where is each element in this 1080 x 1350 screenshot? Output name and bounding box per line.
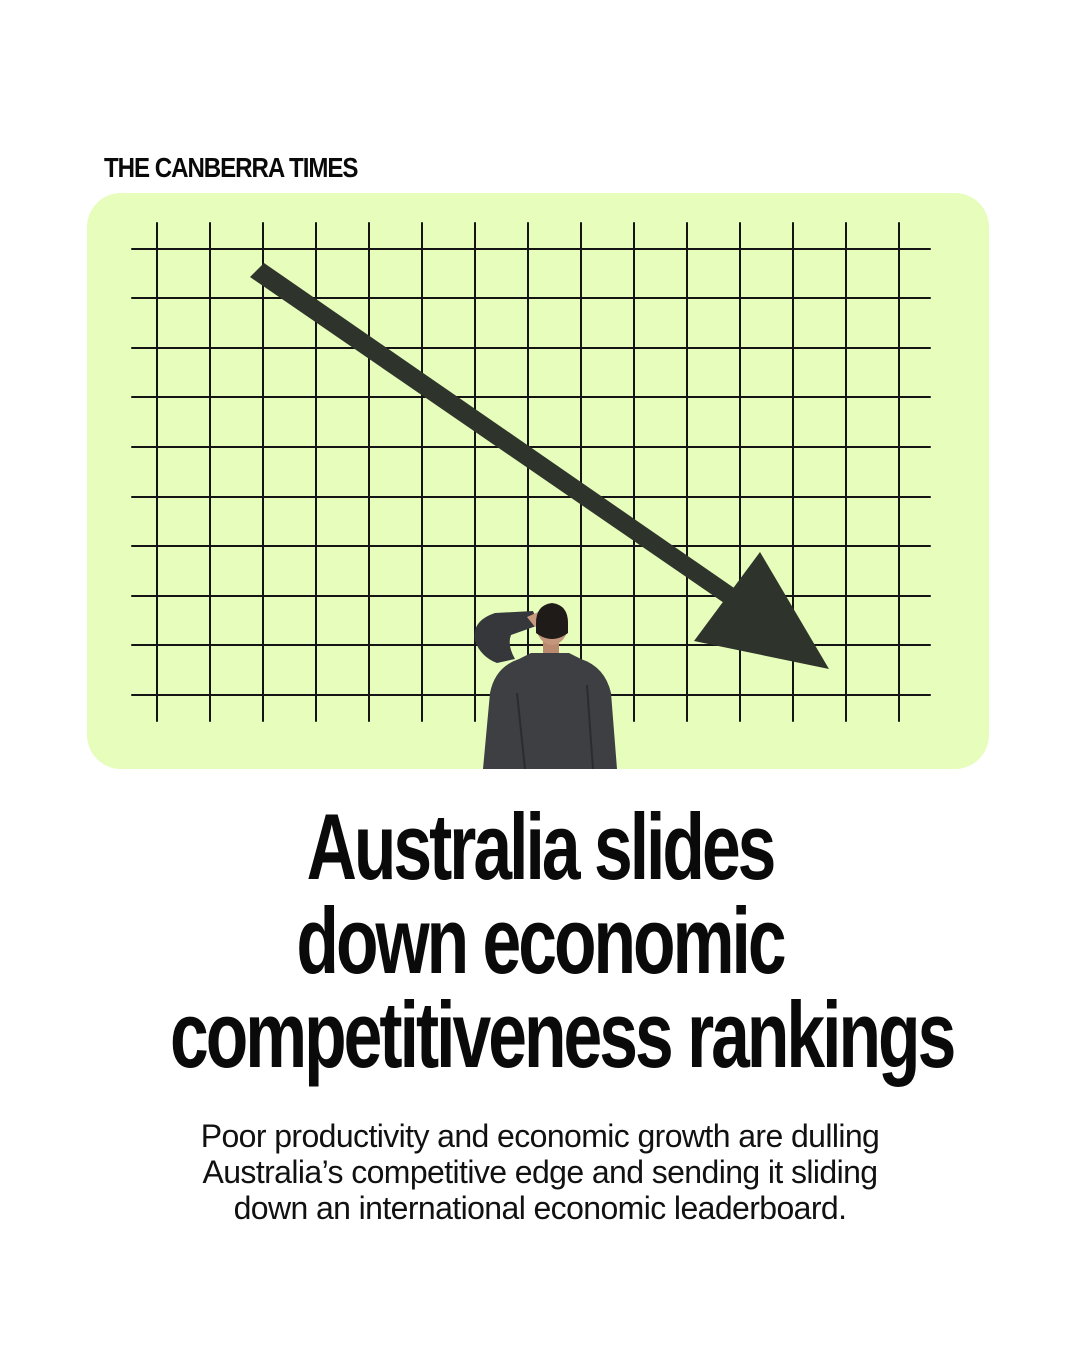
standfirst-line: down an international economic leaderboa… <box>233 1190 847 1226</box>
businessman-figure <box>474 603 617 769</box>
standfirst: Poor productivity and economic growth ar… <box>60 1118 1020 1226</box>
headline: Australia slides down economic competiti… <box>40 800 1040 1082</box>
standfirst-line: Australia’s competitive edge and sending… <box>202 1154 878 1190</box>
headline-line: Australia slides <box>306 794 777 899</box>
standfirst-line: Poor productivity and economic growth ar… <box>200 1118 880 1154</box>
headline-line: competitiveness rankings <box>170 982 956 1087</box>
masthead-logo: THE CANBERRA TIMES <box>104 152 358 183</box>
hero-illustration <box>87 193 989 769</box>
downward-trend-arrow-icon <box>250 263 829 669</box>
headline-line: down economic <box>296 888 786 993</box>
